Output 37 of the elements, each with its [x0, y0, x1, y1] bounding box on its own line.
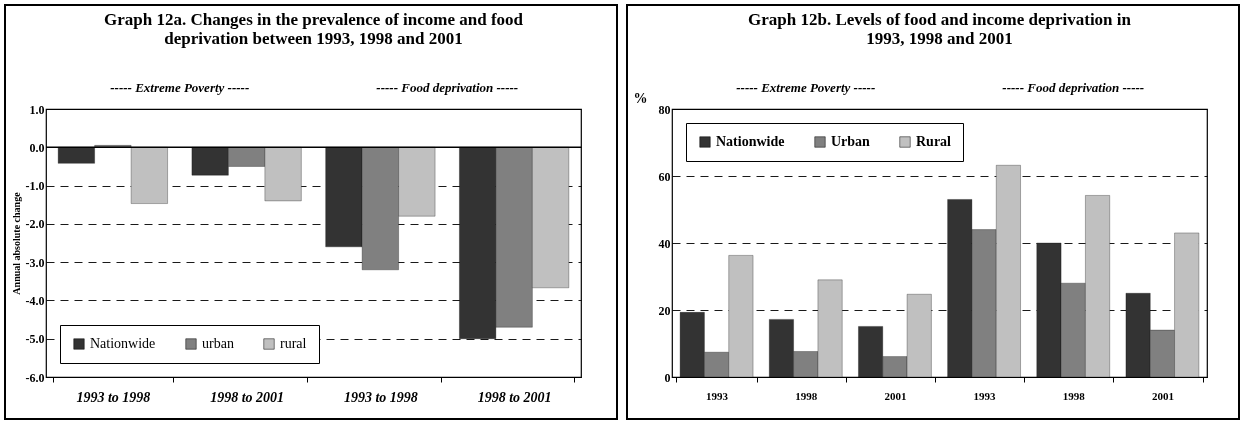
text: ----- Food deprivation -----: [376, 80, 519, 95]
y-tick-label: 20: [658, 303, 671, 318]
y-tick-label: -1.0: [25, 179, 45, 194]
y-tick-label: 80: [658, 102, 671, 117]
chart-title: Graph 12b. Levels of food and income deprivation in 1993, 1998 and 2001: [747, 10, 1132, 48]
text: ----- Extreme Poverty -----: [110, 80, 250, 95]
x-tick-label: 1998 to 2001: [210, 389, 285, 405]
legend-label: Urban: [831, 134, 871, 149]
legend-label: Nationwide: [90, 336, 156, 351]
legend-label: rural: [280, 336, 307, 351]
y-tick-label: -3.0: [25, 255, 45, 270]
y-tick-label: -2.0: [25, 217, 45, 232]
x-tick-label: 2001: [884, 389, 907, 402]
x-tick-label: 1998: [795, 389, 818, 402]
legend-label: Nationwide: [716, 134, 785, 149]
y-axis-title: %: [633, 90, 648, 106]
chart-title: Graph 12a. Changes in the prevalence of income and food deprivation between 1993, 1998 and 2001: [103, 10, 524, 48]
x-tick-label: 1993 to 1998: [76, 389, 151, 405]
x-tick-label: 1993 to 1998: [343, 389, 418, 405]
x-tick-label: 1998: [1062, 389, 1086, 402]
y-tick-label: -5.0: [25, 332, 45, 347]
y-tick-label: -4.0: [25, 293, 45, 308]
text: ----- Extreme Poverty -----: [736, 80, 876, 95]
legend-label: Rural: [916, 134, 952, 149]
y-tick-label: 60: [658, 169, 671, 184]
x-tick-label: 1993: [706, 389, 729, 402]
text: ----- Food deprivation -----: [1002, 80, 1145, 95]
y-tick-label: 0: [664, 370, 671, 385]
y-tick-label: 40: [658, 236, 671, 251]
x-tick-label: 2001: [1151, 389, 1174, 402]
x-tick-label: 1993: [973, 389, 997, 402]
y-axis-title: Annual absolute change: [10, 191, 22, 295]
y-tick-label: 1.0: [29, 102, 45, 117]
y-tick-label: 0.0: [29, 140, 45, 155]
x-tick-label: 1998 to 2001: [477, 389, 552, 405]
y-tick-label: -6.0: [25, 370, 45, 385]
legend-label: urban: [202, 336, 234, 351]
